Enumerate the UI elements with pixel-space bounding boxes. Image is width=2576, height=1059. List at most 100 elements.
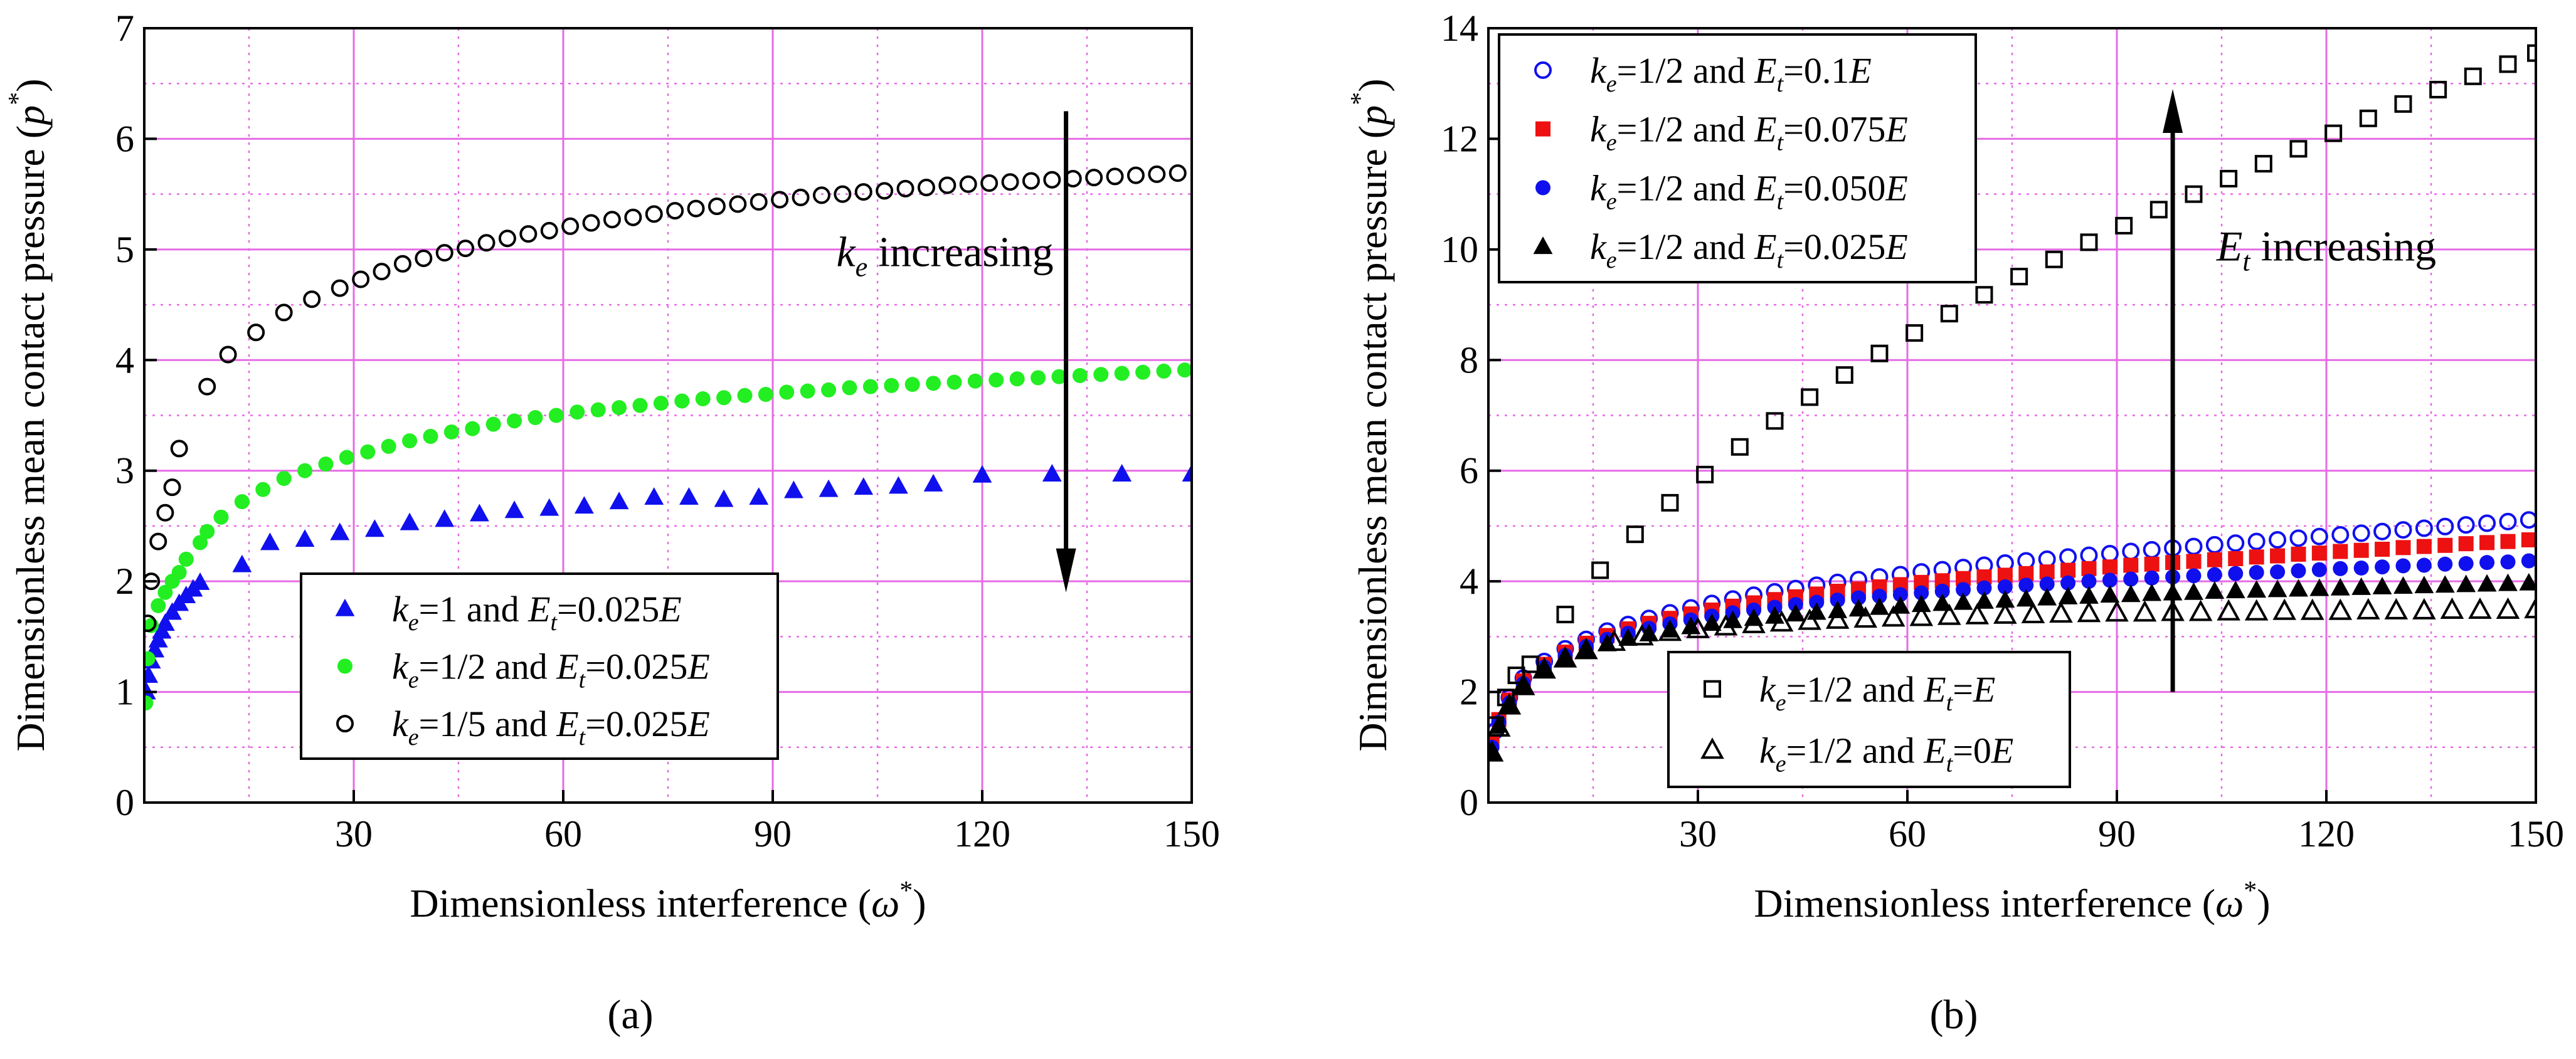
data-point-s2	[792, 188, 810, 206]
y-axis-label-a: Dimensionless mean contact pressure (p*)	[4, 78, 53, 751]
data-point-s0	[2394, 521, 2412, 539]
data-point-s3	[2351, 577, 2372, 595]
data-point-s2	[2102, 572, 2118, 588]
data-point-s2	[519, 225, 538, 243]
data-point-s3	[2121, 584, 2141, 603]
data-point-s5	[1965, 603, 1990, 624]
data-point-s5	[1742, 611, 1766, 633]
data-point-s2	[1872, 588, 1887, 604]
panel-a: 30 60 90 120 150 0 1 2 3 4 5 6 7 ke increasing ke=1 …	[4, 8, 1220, 1038]
data-point-s3	[2267, 579, 2287, 598]
plot-frame-a	[143, 27, 1193, 804]
data-point-s2	[2458, 556, 2474, 571]
data-point-s4	[2359, 109, 2377, 127]
data-point-s1	[193, 535, 208, 551]
data-point-s0	[923, 473, 943, 492]
data-point-s5	[1511, 673, 1535, 695]
data-point-s2	[876, 182, 894, 200]
data-point-s1	[157, 584, 173, 600]
data-point-s1	[507, 413, 522, 429]
data-point-s5	[2077, 601, 2101, 623]
data-point-s5	[1825, 607, 1850, 629]
data-point-s3	[2058, 586, 2078, 604]
data-point-s1	[758, 386, 773, 402]
data-point-s4	[1870, 344, 1889, 362]
data-point-s1	[2458, 536, 2474, 552]
data-point-s1	[199, 524, 215, 539]
data-point-s1	[2500, 534, 2516, 549]
annotation-b: Et increasing	[2163, 89, 2436, 692]
data-point-s1	[2207, 552, 2222, 567]
data-point-s4	[1626, 525, 1644, 544]
data-point-s3	[2100, 585, 2120, 603]
y-tick-label: 4	[1460, 561, 1478, 602]
data-point-s1	[1093, 367, 1109, 382]
data-point-s5	[1686, 616, 1710, 638]
data-point-s5	[2356, 598, 2380, 619]
data-point-s1	[884, 377, 899, 393]
data-point-s5	[2188, 599, 2213, 621]
x-tick-label: 30	[1679, 813, 1717, 855]
data-point-s2	[170, 440, 188, 458]
data-point-s1	[213, 509, 229, 525]
legend-label: ke=1/2 and Et=0.025E	[1590, 226, 1908, 273]
data-point-s3	[2142, 583, 2162, 601]
data-point-s4	[2080, 233, 2098, 251]
data-point-s5	[2049, 601, 2073, 623]
data-point-s5	[2328, 598, 2353, 620]
data-point-s2	[896, 179, 914, 198]
data-point-s2	[393, 255, 411, 273]
data-point-s0	[819, 479, 839, 497]
data-point-s1	[151, 598, 166, 613]
data-point-s1	[612, 400, 627, 416]
data-point-s1	[2353, 542, 2369, 558]
data-point-s2	[645, 205, 663, 223]
y-tick-label: 2	[1460, 672, 1478, 713]
data-point-s0	[2331, 526, 2350, 544]
data-point-s1	[904, 377, 920, 393]
data-point-s1	[2291, 546, 2306, 562]
data-point-s2	[2081, 574, 2097, 589]
data-point-s4	[1940, 305, 1958, 323]
data-point-s4	[2254, 155, 2272, 173]
legend-marker	[1704, 680, 1721, 698]
data-point-s1	[2270, 548, 2286, 564]
data-point-s2	[666, 202, 684, 220]
y-tick-label: 7	[115, 8, 134, 49]
data-point-s1	[443, 424, 459, 440]
data-point-s2	[219, 345, 237, 364]
data-point-s5	[2300, 598, 2324, 620]
legend-marker	[1534, 61, 1552, 79]
data-point-s2	[1022, 172, 1040, 190]
y-tick-label: 6	[1460, 450, 1478, 492]
data-point-s2	[2375, 559, 2390, 575]
data-points-a	[144, 164, 1192, 711]
y-axis-label-b: Dimensionless mean contact pressure (p*)	[1346, 78, 1395, 751]
data-point-s3	[2414, 576, 2434, 594]
data-point-s2	[771, 191, 789, 209]
data-point-s5	[2524, 597, 2536, 619]
data-point-s3	[1702, 613, 1722, 631]
y-tick-label: 4	[115, 339, 134, 381]
data-point-s1	[632, 398, 648, 413]
data-point-s4	[2289, 140, 2308, 158]
data-point-s3	[2498, 573, 2518, 591]
data-point-s2	[498, 229, 516, 248]
data-point-s0	[575, 496, 594, 514]
data-point-s3	[1513, 676, 1534, 694]
data-point-s2	[156, 503, 174, 522]
data-point-s2	[854, 183, 872, 201]
data-point-s1	[465, 421, 480, 436]
data-point-s0	[749, 487, 769, 505]
data-point-s0	[2373, 522, 2392, 540]
legend-box	[300, 572, 779, 760]
data-point-s3	[2309, 578, 2330, 596]
x-tick-label: 120	[954, 813, 1010, 855]
data-point-s1	[485, 416, 501, 432]
data-point-s2	[1851, 590, 1867, 606]
y-tick-label: 2	[115, 561, 134, 602]
data-point-s2	[303, 290, 321, 308]
data-point-s2	[1976, 580, 1992, 596]
data-point-s0	[2227, 534, 2245, 552]
data-point-s1	[318, 456, 334, 472]
